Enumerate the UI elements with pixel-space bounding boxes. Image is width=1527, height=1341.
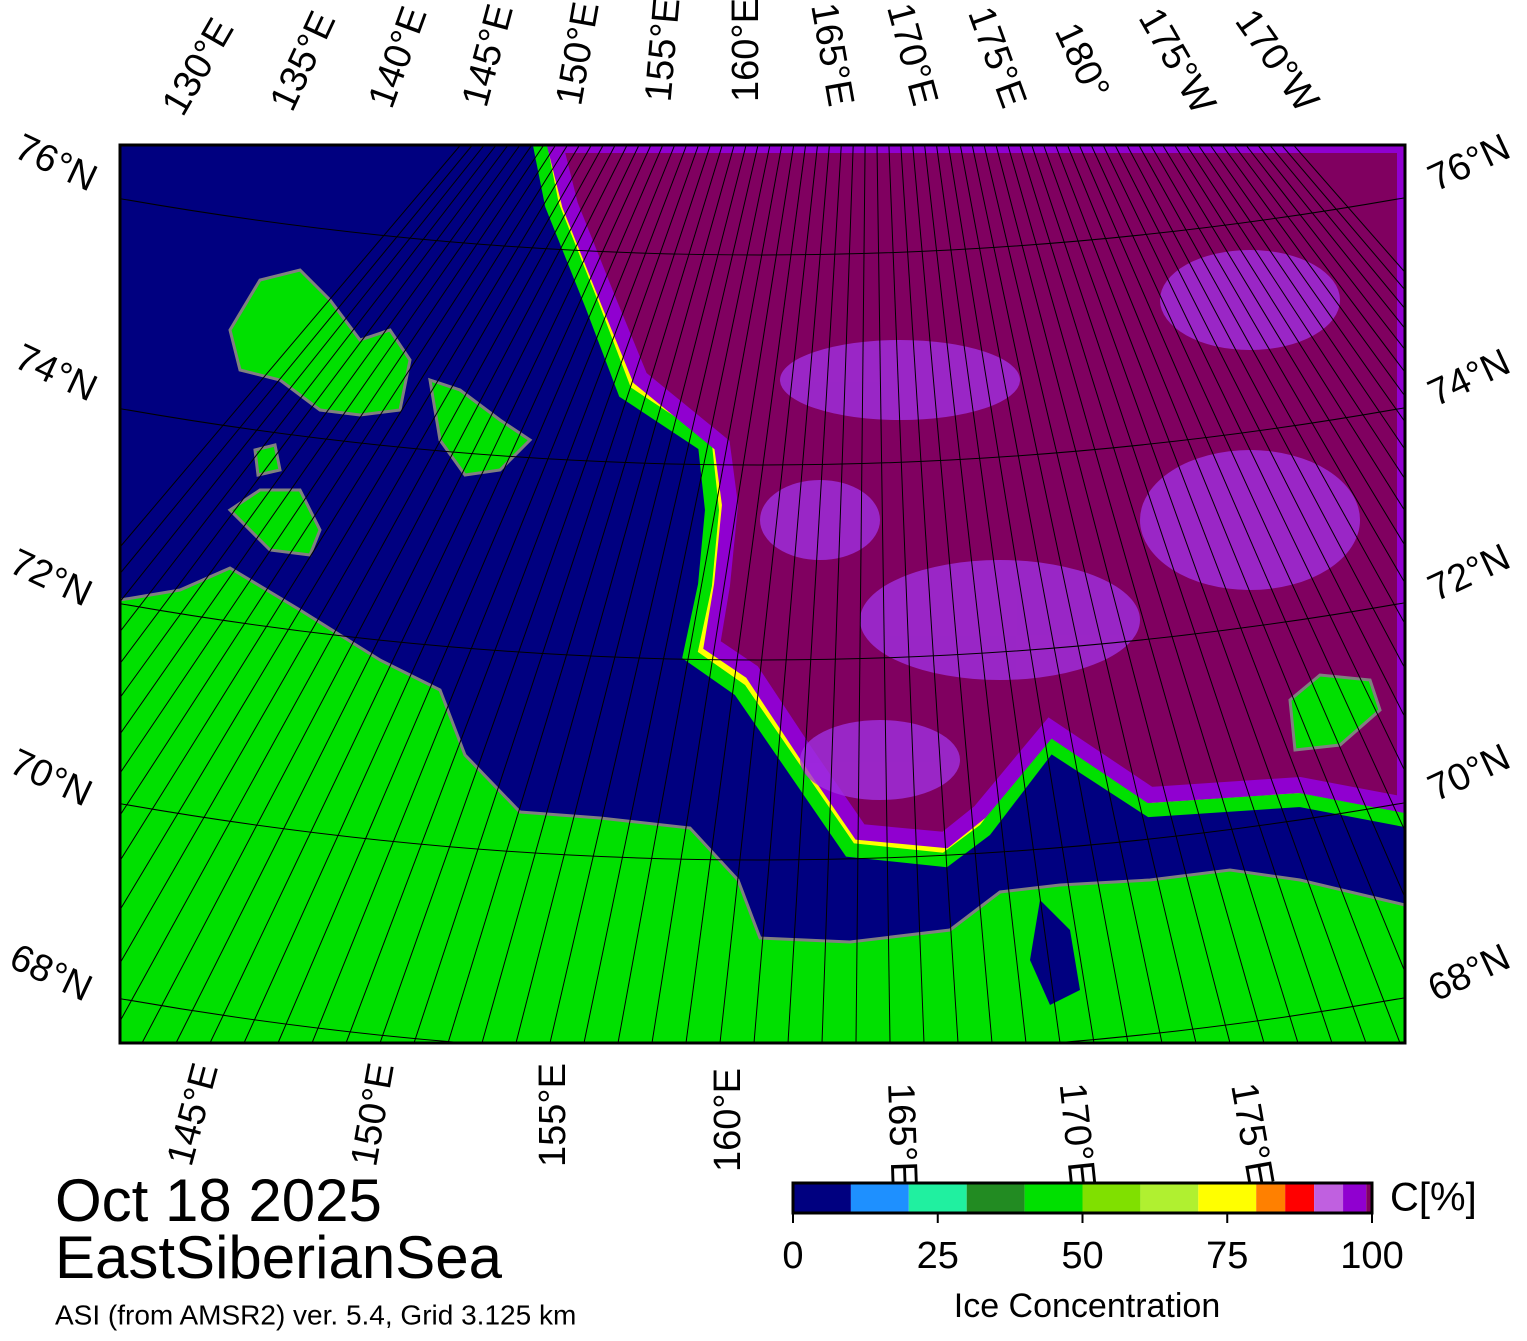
coordinate-label: 130°E — [154, 12, 242, 123]
colorbar: 0 25 50 75 100 — [782, 1183, 1403, 1277]
coordinate-label: 180° — [1046, 17, 1117, 106]
colorbar-segment — [967, 1183, 1025, 1213]
coordinate-label: 175°E — [1222, 1080, 1281, 1190]
coordinate-label: 70°N — [3, 741, 98, 815]
coordinate-label: 150°E — [343, 1060, 402, 1170]
map-area — [0, 145, 1527, 1055]
coordinate-label: 74°N — [8, 336, 103, 410]
coordinate-label: 160°E — [707, 1068, 749, 1172]
coordinate-label: 140°E — [361, 1, 436, 113]
coordinate-label: 170°W — [1227, 2, 1327, 120]
colorbar-tick-label: 0 — [782, 1235, 803, 1277]
coordinate-label: 70°N — [1422, 736, 1517, 810]
colorbar-tick-label: 100 — [1340, 1235, 1403, 1277]
colorbar-segment — [1285, 1183, 1314, 1213]
region: EastSiberianSea — [55, 1224, 503, 1291]
colorbar-segment — [1314, 1183, 1343, 1213]
coordinate-label: 150°E — [548, 0, 607, 108]
colorbar-segment — [793, 1183, 851, 1213]
colorbar-segment — [1025, 1183, 1083, 1213]
coordinate-label: 72°N — [1422, 536, 1517, 610]
coordinate-label: 145°E — [454, 0, 521, 111]
coordinate-label: 170°E — [878, 0, 945, 110]
colorbar-segment — [909, 1183, 967, 1213]
source: ASI (from AMSR2) ver. 5.4, Grid 3.125 km — [55, 1299, 576, 1330]
coordinate-label: 170°E — [1051, 1081, 1104, 1189]
coordinate-label: 68°N — [1422, 936, 1517, 1010]
colorbar-segment — [1198, 1183, 1256, 1213]
coordinate-label: 175°W — [1130, 1, 1224, 121]
coordinate-label: 155°E — [638, 0, 689, 103]
colorbar-segment — [1083, 1183, 1141, 1213]
coordinate-label: 135°E — [262, 5, 344, 117]
coordinate-label: 165°E — [879, 1082, 925, 1187]
colorbar-label: Ice Concentration — [954, 1287, 1221, 1325]
island — [255, 445, 280, 475]
coordinate-label: 175°E — [959, 1, 1034, 113]
colorbar-unit: C[%] — [1390, 1176, 1477, 1220]
colorbar-tick-label: 50 — [1061, 1235, 1103, 1277]
coordinate-label: 76°N — [1422, 126, 1517, 200]
colorbar-segment — [851, 1183, 909, 1213]
colorbar-tick-label: 25 — [917, 1235, 959, 1277]
coordinate-label: 165°E — [802, 0, 861, 109]
coordinate-label: 160°E — [725, 0, 767, 102]
colorbar-segment — [1343, 1183, 1366, 1213]
coordinate-label: 155°E — [532, 1063, 574, 1167]
coordinate-label: 74°N — [1422, 341, 1517, 415]
colorbar-segment — [1256, 1183, 1285, 1213]
colorbar-segment — [1140, 1183, 1198, 1213]
coordinate-label: 68°N — [3, 936, 98, 1010]
colorbar-tick-label: 75 — [1206, 1235, 1248, 1277]
coordinate-label: 145°E — [159, 1059, 226, 1170]
coordinate-label: 76°N — [8, 126, 103, 200]
coordinate-label: 72°N — [3, 541, 98, 615]
